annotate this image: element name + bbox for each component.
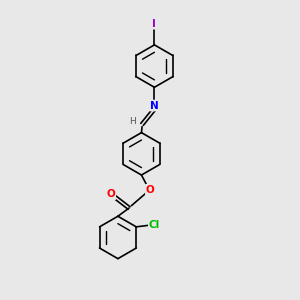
Text: O: O [106, 189, 115, 199]
Text: O: O [146, 185, 155, 195]
Text: N: N [150, 100, 159, 110]
Text: Cl: Cl [149, 220, 160, 230]
Text: I: I [152, 19, 156, 29]
Text: H: H [129, 117, 136, 126]
